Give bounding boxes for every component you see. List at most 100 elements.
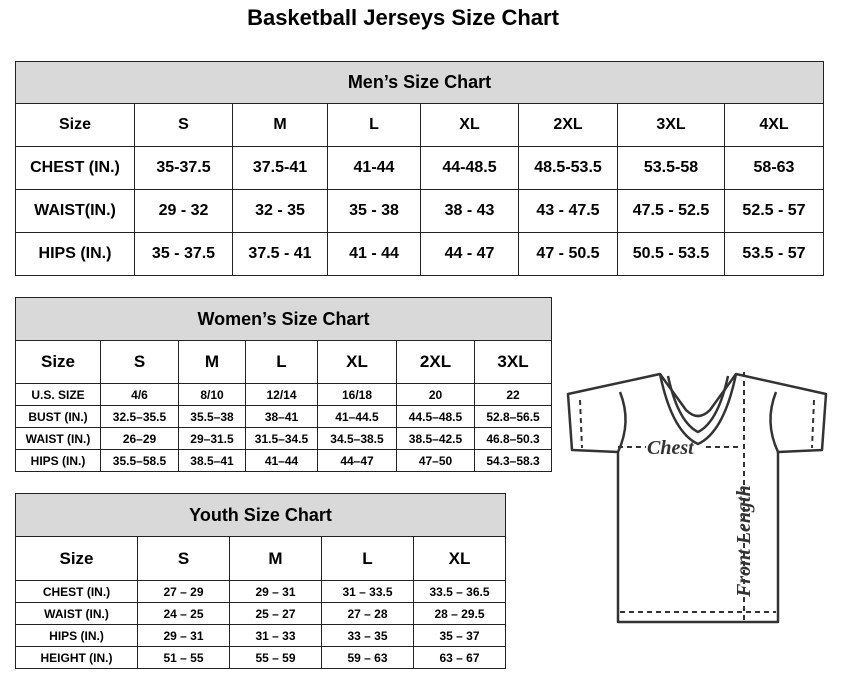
measurement-label: WAIST (IN.) [15, 427, 101, 450]
jersey-outline [566, 372, 828, 624]
table-row: CHEST (IN.) 35-37.5 37.5-41 41-44 44-48.5 48.… [15, 146, 824, 190]
table-row: Size S M L XL 2XL 3XL 4XL [15, 103, 824, 147]
measurement-cell: 44–47 [317, 449, 397, 472]
size-header: S [137, 536, 230, 581]
measurement-cell: 47 - 50.5 [518, 232, 618, 276]
measurement-cell: 52.8–56.5 [473, 405, 553, 428]
measurement-cell: 38.5–41 [178, 449, 246, 472]
measurement-cell: 24 – 25 [137, 602, 230, 625]
youth-size-table: Youth Size Chart Size S M L XL CHEST (IN.) 27 –… [14, 493, 507, 669]
measurement-cell: 41 - 44 [327, 232, 421, 276]
size-header: S [134, 103, 233, 147]
measurement-label: HIPS (IN.) [15, 232, 135, 276]
measurement-cell: 44-48.5 [420, 146, 519, 190]
table-row: HEIGHT (IN.) 51 – 55 55 – 59 59 – 63 63 – 67 [15, 646, 507, 669]
table-row: WAIST(IN.) 29 - 32 32 - 35 35 - 38 38 - 43 43… [15, 189, 824, 233]
size-header: 2XL [396, 340, 475, 384]
size-header: XL [317, 340, 397, 384]
measurement-cell: 50.5 - 53.5 [617, 232, 725, 276]
womens-size-table: Women’s Size Chart Size S M L XL 2XL 3XL U.S. SI… [14, 297, 553, 472]
table-heading: Youth Size Chart [14, 493, 507, 537]
measurement-label: CHEST (IN.) [15, 580, 138, 603]
measurement-cell: 35 – 37 [412, 624, 507, 647]
chest-label: Chest [647, 437, 695, 459]
measurement-cell: 27 – 29 [137, 580, 230, 603]
measurement-cell: 33.5 – 36.5 [412, 580, 507, 603]
measurement-cell: 32 - 35 [232, 189, 328, 233]
measurement-cell: 20 [396, 383, 475, 406]
measurement-cell: 53.5-58 [617, 146, 725, 190]
measurement-cell: 28 – 29.5 [412, 602, 507, 625]
table-row: U.S. SIZE 4/6 8/10 12/14 16/18 20 22 [15, 383, 553, 406]
table-row: Women’s Size Chart [14, 297, 553, 341]
measurement-cell: 38.5–42.5 [396, 427, 475, 450]
page-title: Basketball Jerseys Size Chart [247, 5, 559, 30]
measurement-cell: 25 – 27 [229, 602, 322, 625]
measurement-cell: 35 - 37.5 [134, 232, 233, 276]
measurement-cell: 55 – 59 [229, 646, 322, 669]
measurement-cell: 29 - 32 [134, 189, 233, 233]
measurement-label: WAIST (IN.) [15, 602, 138, 625]
measurement-cell: 27 – 28 [321, 602, 414, 625]
measurement-cell: 29 – 31 [229, 580, 322, 603]
mens-size-table: Men’s Size Chart Size S M L XL 2XL 3XL 4XL CHEST … [15, 61, 824, 276]
measurement-cell: 37.5 - 41 [232, 232, 328, 276]
measurement-cell: 32.5–35.5 [100, 405, 179, 428]
measurement-cell: 41-44 [327, 146, 421, 190]
measurement-cell: 58-63 [724, 146, 824, 190]
measurement-label: HIPS (IN.) [15, 449, 101, 472]
measurement-cell: 41–44 [245, 449, 318, 472]
size-header: M [232, 103, 328, 147]
size-label: Size [15, 536, 138, 581]
table-heading: Men’s Size Chart [15, 61, 824, 104]
table-heading: Women’s Size Chart [14, 297, 553, 341]
measurement-cell: 53.5 - 57 [724, 232, 824, 276]
size-header: M [178, 340, 246, 384]
size-label: Size [15, 340, 101, 384]
measurement-cell: 35-37.5 [134, 146, 233, 190]
table-row: Size S M L XL [15, 536, 507, 581]
size-header: XL [412, 536, 507, 581]
measurement-cell: 33 – 35 [321, 624, 414, 647]
measurement-cell: 41–44.5 [317, 405, 397, 428]
size-header: 3XL [473, 340, 553, 384]
measurement-cell: 4/6 [100, 383, 179, 406]
measurement-cell: 54.3–58.3 [473, 449, 553, 472]
size-header: 2XL [518, 103, 618, 147]
table-row: WAIST (IN.) 26–29 29–31.5 31.5–34.5 34.5–38.… [15, 427, 553, 450]
measurement-cell: 37.5-41 [232, 146, 328, 190]
measurement-cell: 31 – 33 [229, 624, 322, 647]
measurement-label: WAIST(IN.) [15, 189, 135, 233]
table-row: HIPS (IN.) 35.5–58.5 38.5–41 41–44 44–47 47–5… [15, 449, 553, 472]
measurement-cell: 34.5–38.5 [317, 427, 397, 450]
table-row: Youth Size Chart [14, 493, 507, 537]
table-row: CHEST (IN.) 27 – 29 29 – 31 31 – 33.5 33.5 –… [15, 580, 507, 603]
measurement-cell: 8/10 [178, 383, 246, 406]
measurement-cell: 16/18 [317, 383, 397, 406]
measurement-label: U.S. SIZE [15, 383, 101, 406]
measurement-cell: 29 – 31 [137, 624, 230, 647]
size-header: 3XL [617, 103, 725, 147]
measurement-cell: 46.8–50.3 [473, 427, 553, 450]
measurement-cell: 47.5 - 52.5 [617, 189, 725, 233]
measurement-cell: 38–41 [245, 405, 318, 428]
table-row: BUST (IN.) 32.5–35.5 35.5–38 38–41 41–44.5 44… [15, 405, 553, 428]
measurement-label: HEIGHT (IN.) [15, 646, 138, 669]
table-row: WAIST (IN.) 24 – 25 25 – 27 27 – 28 28 – 29.… [15, 602, 507, 625]
measurement-label: BUST (IN.) [15, 405, 101, 428]
measurement-cell: 31.5–34.5 [245, 427, 318, 450]
table-row: HIPS (IN.) 29 – 31 31 – 33 33 – 35 35 – 37 [15, 624, 507, 647]
measurement-cell: 31 – 33.5 [321, 580, 414, 603]
measurement-cell: 35.5–58.5 [100, 449, 179, 472]
measurement-cell: 48.5-53.5 [518, 146, 618, 190]
size-header: L [245, 340, 318, 384]
measurement-label: HIPS (IN.) [15, 624, 138, 647]
size-header: S [100, 340, 179, 384]
size-header: L [327, 103, 421, 147]
size-label: Size [15, 103, 135, 147]
size-header: L [321, 536, 414, 581]
measurement-cell: 44.5–48.5 [396, 405, 475, 428]
measurement-cell: 38 - 43 [420, 189, 519, 233]
size-header: 4XL [724, 103, 824, 147]
table-row: HIPS (IN.) 35 - 37.5 37.5 - 41 41 - 44 44 - … [15, 232, 824, 276]
